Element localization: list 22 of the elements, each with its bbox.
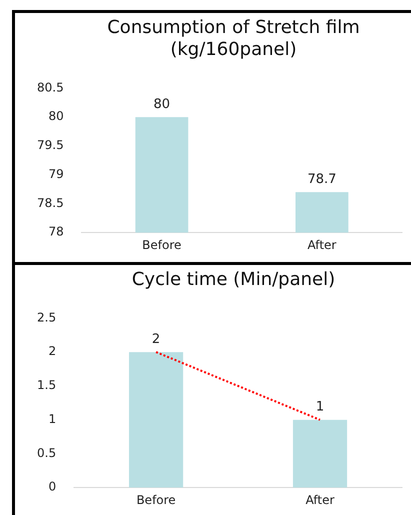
- y-tick-label: 0: [48, 480, 56, 494]
- x-tick-label: After: [306, 492, 334, 507]
- y-tick-label: 79: [48, 166, 64, 181]
- data-label: 78.7: [307, 172, 336, 188]
- x-tick-label: Before: [136, 492, 176, 507]
- y-tick-label: 0.5: [36, 446, 56, 460]
- y-tick-label: 1.5: [36, 378, 56, 392]
- y-tick-label: 1: [48, 412, 56, 426]
- x-tick-label: Before: [142, 238, 182, 252]
- chart-title: Consumption of Stretch film (kg/160panel): [106, 16, 361, 62]
- data-label: 80: [154, 96, 170, 112]
- y-tick-label: 78: [48, 224, 64, 239]
- data-label: 2: [152, 332, 160, 347]
- y-tick-label: 80: [48, 109, 64, 124]
- x-tick-label: After: [308, 238, 336, 252]
- y-tick-label: 2: [48, 344, 56, 358]
- y-tick-label: 78.5: [37, 196, 64, 210]
- y-tick-label: 79.5: [37, 138, 64, 152]
- data-label: 1: [316, 400, 324, 415]
- y-tick-label: 2.5: [36, 310, 56, 324]
- chart-title: Cycle time (Min/panel): [130, 268, 336, 292]
- y-tick-label: 80.5: [37, 80, 64, 94]
